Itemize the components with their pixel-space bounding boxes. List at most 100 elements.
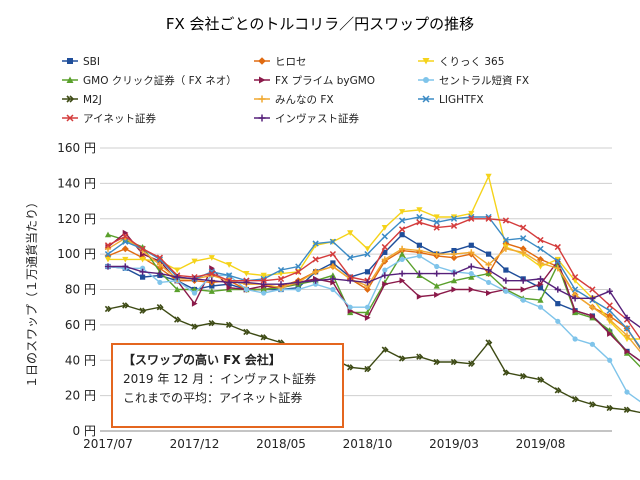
data-point: [330, 260, 336, 266]
data-point: [225, 272, 233, 279]
legend-item: LIGHTFX: [418, 94, 484, 106]
legend-item: セントラル短資 FX: [418, 74, 529, 87]
data-point: [433, 270, 440, 277]
data-point: [260, 286, 267, 293]
data-point: [399, 270, 406, 277]
data-point: [312, 268, 319, 275]
data-point: [624, 389, 630, 395]
data-point: [537, 285, 544, 291]
data-point: [571, 286, 579, 293]
series-line: [107, 255, 640, 403]
data-point: [486, 279, 492, 286]
data-point: [381, 256, 388, 263]
data-point: [329, 250, 337, 258]
data-point: [156, 256, 164, 263]
data-point: [537, 376, 545, 383]
y-tick-label: 60 円: [65, 318, 96, 332]
data-point: [226, 284, 233, 291]
data-point: [503, 288, 509, 294]
data-point: [312, 240, 319, 247]
data-point: [277, 281, 285, 288]
data-point: [261, 290, 267, 296]
data-point: [209, 283, 215, 289]
data-point: [433, 282, 440, 289]
data-point: [156, 304, 164, 311]
data-point: [225, 321, 233, 329]
series-group: [104, 173, 640, 414]
series-line: [107, 231, 640, 362]
legend-item: ヒロセ: [254, 56, 307, 68]
legend-marker: [66, 114, 74, 122]
data-point: [434, 291, 440, 298]
y-axis-ticks: 0 円 20 円 40 円 60 円 80 円 100 円 120 円 140 円 160 円: [57, 141, 96, 438]
data-point: [140, 265, 146, 271]
data-point: [520, 224, 527, 231]
data-point: [104, 256, 112, 263]
data-point: [191, 300, 198, 307]
x-tick-label: 2019/08: [516, 437, 566, 451]
data-point: [468, 263, 475, 270]
legend-label: LIGHTFX: [439, 94, 484, 106]
data-point: [104, 245, 112, 252]
data-point: [486, 289, 492, 297]
data-point: [381, 243, 388, 251]
data-point: [208, 319, 216, 327]
data-point: [468, 210, 475, 217]
data-point: [104, 250, 112, 258]
data-point: [520, 373, 527, 380]
data-point: [572, 336, 578, 342]
data-point: [139, 256, 146, 263]
data-point: [226, 262, 233, 268]
data-point: [260, 334, 268, 341]
data-point: [208, 255, 215, 261]
data-point: [555, 318, 561, 324]
y-tick-label: 0 円: [73, 424, 96, 438]
data-point: [537, 245, 544, 252]
data-point: [382, 267, 388, 273]
data-point: [347, 230, 354, 236]
data-point: [450, 214, 458, 221]
data-point: [104, 231, 112, 238]
data-point: [485, 173, 492, 180]
data-point: [260, 277, 267, 284]
data-point: [208, 288, 215, 294]
data-point: [364, 246, 371, 252]
data-point: [519, 245, 527, 253]
chart-title: FX 会社ごとのトルコリラ／円スワップの推移: [166, 15, 474, 33]
data-point: [243, 270, 250, 277]
data-point: [589, 312, 596, 320]
y-tick-label: 100 円: [57, 247, 96, 261]
legend-item: SBI: [62, 56, 100, 68]
data-point: [468, 242, 474, 248]
series-3: [104, 173, 640, 343]
data-point: [174, 274, 181, 281]
data-point: [607, 330, 613, 337]
y-tick-label: 20 円: [65, 389, 96, 403]
data-point: [243, 286, 249, 293]
data-point: [277, 266, 285, 274]
data-point: [468, 274, 475, 280]
data-point: [398, 355, 406, 362]
data-point: [589, 341, 596, 347]
data-point: [571, 395, 579, 403]
data-point: [312, 277, 319, 284]
data-point: [606, 316, 613, 323]
data-point: [312, 256, 319, 263]
data-point: [537, 281, 544, 288]
legend-item: M2J: [62, 94, 102, 106]
data-point: [520, 235, 527, 242]
data-point: [329, 238, 337, 245]
legend-item: みんなの FX: [254, 94, 334, 106]
data-point: [606, 302, 613, 309]
data-point: [330, 279, 336, 286]
data-point: [468, 249, 475, 256]
data-point: [140, 274, 146, 280]
series-6: [105, 253, 640, 403]
data-point: [156, 270, 163, 277]
data-point: [468, 270, 474, 277]
data-point: [520, 297, 526, 303]
y-tick-label: 140 円: [57, 176, 96, 190]
data-point: [381, 346, 389, 353]
data-point: [364, 279, 371, 286]
x-tick-label: 2018/10: [343, 437, 393, 451]
